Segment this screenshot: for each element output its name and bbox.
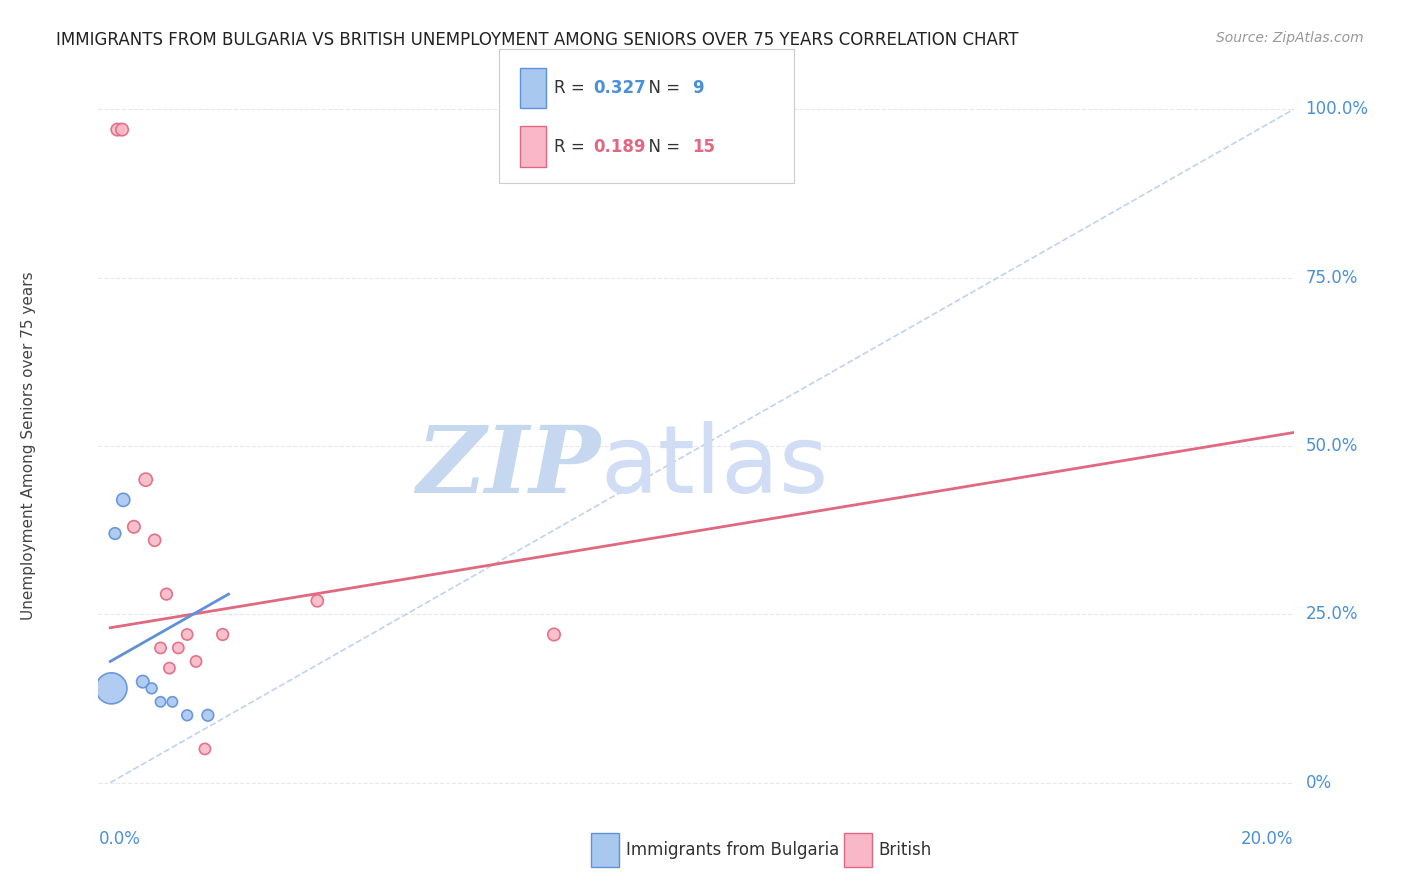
Point: [132, 674, 155, 689]
Text: 15: 15: [692, 138, 714, 156]
Text: N =: N =: [638, 138, 686, 156]
Point: [162, 695, 184, 709]
Text: 100.0%: 100.0%: [1305, 101, 1368, 119]
Point: [211, 627, 233, 641]
Point: [176, 627, 198, 641]
Point: [143, 533, 166, 548]
Point: [135, 473, 157, 487]
Text: Source: ZipAtlas.com: Source: ZipAtlas.com: [1216, 31, 1364, 45]
Point: [184, 655, 207, 669]
Text: 25.0%: 25.0%: [1305, 606, 1358, 624]
Point: [194, 742, 217, 756]
Point: [543, 627, 565, 641]
Point: [104, 526, 127, 541]
Text: British: British: [879, 841, 932, 859]
Text: 0.189: 0.189: [593, 138, 645, 156]
Point: [100, 681, 122, 696]
Point: [112, 492, 135, 507]
Text: Immigrants from Bulgaria: Immigrants from Bulgaria: [626, 841, 839, 859]
Text: atlas: atlas: [600, 421, 828, 514]
Text: ZIP: ZIP: [416, 423, 600, 512]
Text: Unemployment Among Seniors over 75 years: Unemployment Among Seniors over 75 years: [21, 272, 35, 620]
Point: [105, 122, 128, 136]
Text: 20.0%: 20.0%: [1241, 830, 1294, 847]
Text: 75.0%: 75.0%: [1305, 268, 1358, 286]
Text: IMMIGRANTS FROM BULGARIA VS BRITISH UNEMPLOYMENT AMONG SENIORS OVER 75 YEARS COR: IMMIGRANTS FROM BULGARIA VS BRITISH UNEM…: [56, 31, 1019, 49]
Text: R =: R =: [554, 138, 591, 156]
Text: R =: R =: [554, 79, 591, 97]
Point: [307, 594, 329, 608]
Point: [141, 681, 163, 696]
Point: [122, 520, 145, 534]
Text: N =: N =: [638, 79, 686, 97]
Point: [149, 640, 172, 655]
Point: [167, 640, 190, 655]
Point: [157, 661, 180, 675]
Text: 9: 9: [692, 79, 703, 97]
Text: 0.327: 0.327: [593, 79, 647, 97]
Point: [155, 587, 177, 601]
Point: [149, 695, 172, 709]
Point: [111, 122, 134, 136]
Text: 50.0%: 50.0%: [1305, 437, 1358, 455]
Text: 0.0%: 0.0%: [98, 830, 141, 847]
Point: [197, 708, 219, 723]
Point: [176, 708, 198, 723]
Text: 0%: 0%: [1305, 773, 1331, 791]
